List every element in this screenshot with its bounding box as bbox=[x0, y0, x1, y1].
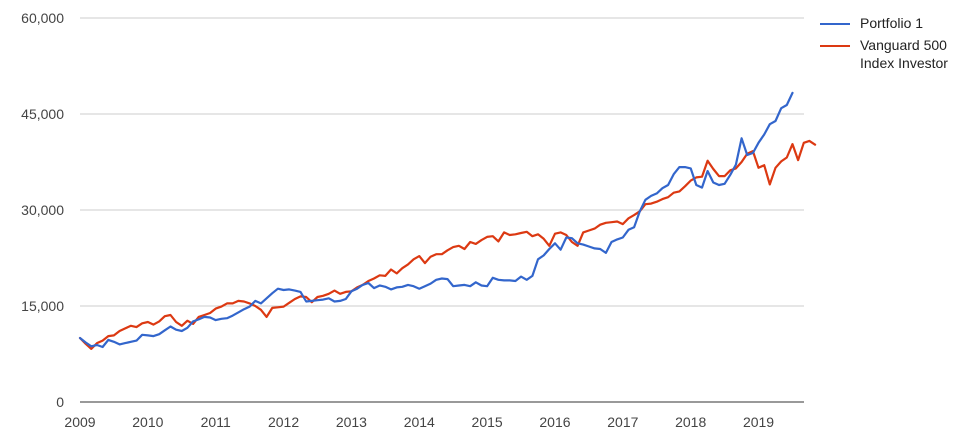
x-tick-label: 2009 bbox=[64, 414, 95, 430]
legend-label-vanguard-500: Vanguard 500 Index Investor bbox=[860, 37, 948, 71]
legend-swatch-portfolio-1 bbox=[820, 23, 850, 25]
y-tick-label: 45,000 bbox=[21, 106, 64, 122]
legend-item-vanguard-500[interactable]: Vanguard 500 Index Investor bbox=[820, 36, 966, 72]
x-tick-label: 2013 bbox=[336, 414, 367, 430]
x-tick-label: 2019 bbox=[743, 414, 774, 430]
legend-label-portfolio-1: Portfolio 1 bbox=[860, 15, 924, 31]
x-tick-label: 2014 bbox=[404, 414, 435, 430]
series-line-portfolio-1[interactable] bbox=[78, 91, 794, 349]
x-tick-label: 2011 bbox=[201, 414, 231, 430]
x-tick-label: 2010 bbox=[132, 414, 163, 430]
x-tick-label: 2016 bbox=[539, 414, 570, 430]
y-tick-label: 30,000 bbox=[21, 202, 64, 218]
y-tick-label: 15,000 bbox=[21, 298, 64, 314]
legend-item-portfolio-1[interactable]: Portfolio 1 bbox=[820, 14, 966, 32]
series-line-vanguard-500[interactable] bbox=[78, 139, 817, 350]
y-tick-label: 60,000 bbox=[21, 10, 64, 26]
legend-swatch-vanguard-500 bbox=[820, 45, 850, 47]
x-tick-label: 2015 bbox=[472, 414, 503, 430]
x-tick-label: 2012 bbox=[268, 414, 299, 430]
x-tick-label: 2017 bbox=[607, 414, 638, 430]
x-tick-label: 2018 bbox=[675, 414, 706, 430]
legend: Portfolio 1 Vanguard 500 Index Investor bbox=[820, 14, 966, 76]
y-tick-label: 0 bbox=[56, 394, 64, 410]
